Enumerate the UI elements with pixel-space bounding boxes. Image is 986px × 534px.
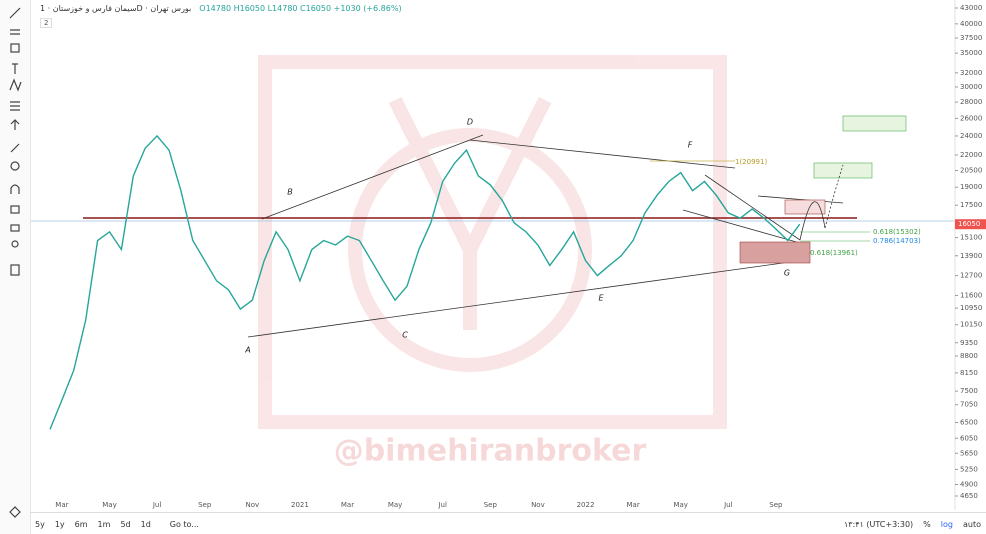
y-tick-label: 9350 [960,339,978,347]
annotation: G [784,269,790,278]
range[interactable]: 5d [120,519,131,529]
annotation: 0.618(13961) [810,249,858,257]
goto[interactable]: Go to... [169,519,199,529]
x-tick-label: May [388,501,402,509]
toolbar-icons [9,7,22,518]
option[interactable]: auto [962,519,981,529]
annotation: 0.618(15302) [873,228,921,236]
brush-tool[interactable] [10,143,20,153]
y-tick-label: 4650 [960,492,978,500]
y-tick-label: 32000 [960,69,982,77]
y-tick-label: 6050 [960,434,978,442]
x-tick-label: Jul [437,501,447,509]
lock-tool[interactable] [10,224,20,232]
y-tick-label: 13900 [960,252,982,260]
watermark-text: @bimehiranbroker [334,434,647,469]
annotation: 0.786(14703) [873,237,921,245]
y-tick-label: 17500 [960,201,982,209]
y-tick-label: 20500 [960,167,982,175]
header: سیمان فارس و خوزستان · 1D · بورس تهران O1… [40,4,410,13]
x-tick-label: Mar [341,501,354,509]
x-tick-label: Mar [626,501,639,509]
settings-tool[interactable] [10,205,20,214]
y-tick-label: 7050 [960,401,978,409]
x-tick-label: Mar [55,501,68,509]
line-tool[interactable] [10,29,20,35]
symbol[interactable]: سیمان فارس و خوزستان · 1D · بورس تهران [40,4,192,13]
y-tick-label: 43000 [960,4,982,12]
x-tick-label: Sep [769,501,783,509]
y-tick-label: 8150 [960,369,978,377]
indicator-toggle[interactable]: 2 [40,18,53,28]
y-tick-label: 19000 [960,183,982,191]
y-tick-label: 28000 [960,98,982,106]
watermark-logo [258,55,727,429]
x-tick-label: Jul [152,501,162,509]
footer: 5y 1y 6m 1m 5d 1d Go to... ۱۳:۴۱ (UTC+3:… [30,512,986,534]
magnet-tool[interactable] [10,184,20,194]
y-tick-label: 40000 [960,20,982,28]
annotation: F [688,141,693,150]
y-tick-label: 35000 [960,49,982,57]
toolbar [0,0,31,534]
y-tick-label: 11600 [960,291,982,299]
zoom-tool[interactable] [10,161,20,171]
y-tick-label: 15100 [960,234,982,242]
y-tick-label: 10150 [960,321,982,329]
y-tick-label: 26000 [960,114,982,122]
range[interactable]: 6m [74,519,88,529]
shape-tool[interactable] [10,43,20,53]
y-tick-label: 5650 [960,449,978,457]
layers-tool[interactable] [9,506,21,518]
y-tick-label: 37500 [960,34,982,42]
range[interactable]: 5y [35,519,45,529]
range[interactable]: 1y [54,519,65,529]
x-tick-label: Nov [531,501,545,509]
option[interactable]: log [940,519,953,529]
x-tick-label: May [102,501,116,509]
range[interactable]: 1m [97,519,111,529]
time: ۱۳:۴۱ (UTC+3:30) [843,519,914,529]
range[interactable]: 1d [140,519,151,529]
option[interactable]: % [923,519,931,529]
x-tick-label: Sep [198,501,212,509]
fib-tool[interactable] [10,101,20,111]
ohlc: O14780 H16050 L14780 C16050 +1030 (+6.86… [199,4,402,13]
x-tick-label: 2022 [577,501,595,509]
annotation: 1(20991) [735,158,767,166]
x-tick-label: 2021 [291,501,309,509]
y-tick-label: 12700 [960,272,982,280]
x-tick-label: Sep [484,501,498,509]
annotation: E [598,294,604,303]
y-tick-label: 22000 [960,151,982,159]
y-tick-label: 4900 [960,481,978,489]
annotation: B [287,188,293,197]
drawings [30,115,955,338]
x-tick-label: May [673,501,687,509]
arrow-tool[interactable] [10,119,20,130]
pattern-tool[interactable] [9,78,22,92]
y-tick-label: 5250 [960,465,978,473]
annotation: C [402,331,408,340]
last-price-box [955,219,986,230]
annotation: D [467,118,473,127]
x-tick-label: Jul [723,501,733,509]
y-tick-label: 24000 [960,132,982,140]
price-line [49,134,801,430]
y-tick-label: 6500 [960,419,978,427]
y-tick-label: 30000 [960,83,982,91]
x-tick-label: Nov [245,501,259,509]
y-tick-label: 7500 [960,387,978,395]
trash-tool[interactable] [10,264,20,276]
y-tick-label: 8800 [960,352,978,360]
annotation: A [244,346,250,355]
visibility-tool[interactable] [11,240,19,248]
y-tick-label: 10950 [960,304,982,312]
cursor-tool[interactable] [9,7,21,19]
text-tool[interactable] [12,63,18,74]
last-price-label: 16050 [958,220,980,228]
